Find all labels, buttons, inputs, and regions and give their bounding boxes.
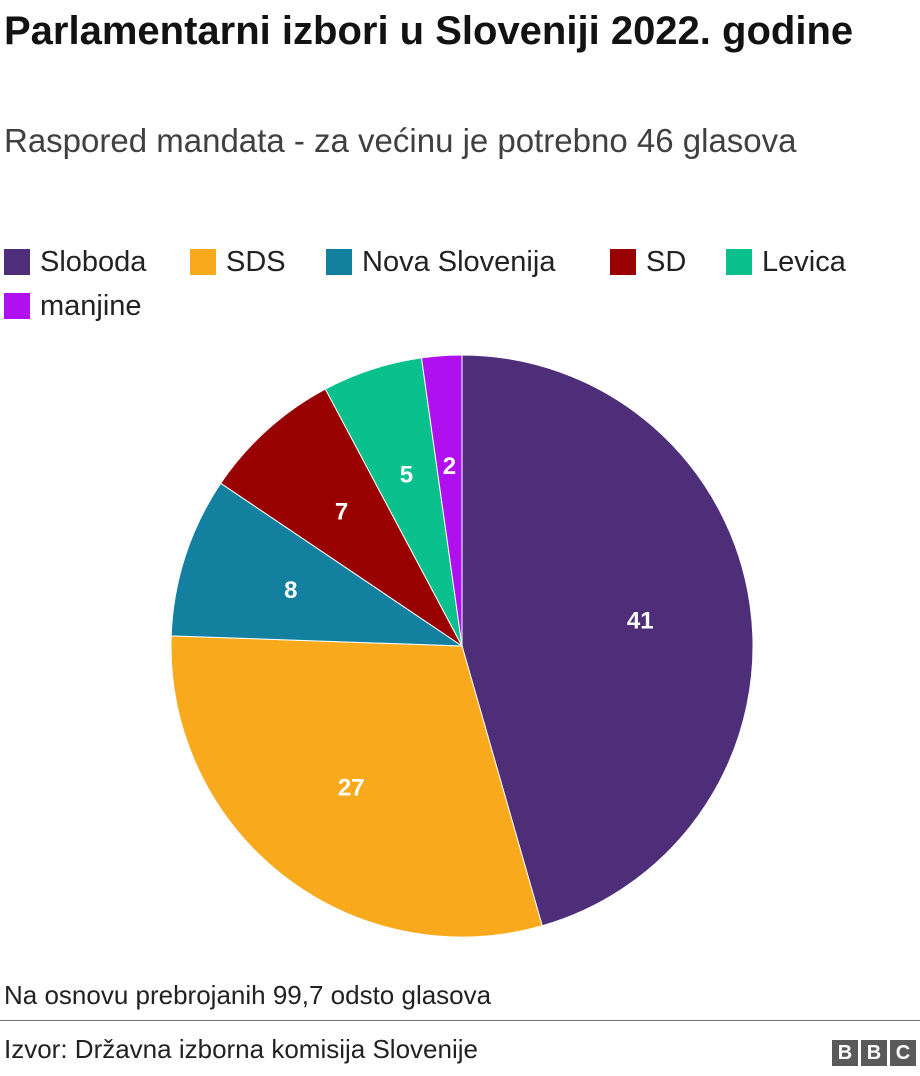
pie-slice-sloboda xyxy=(461,354,754,927)
legend-swatch-sd xyxy=(610,249,636,275)
legend-label-levica: Levica xyxy=(762,245,846,278)
pie-chart: 41 27 8 7 5 2 xyxy=(170,354,754,938)
legend-label-sloboda: Sloboda xyxy=(40,245,147,278)
legend-swatch-sds xyxy=(190,249,216,275)
chart-subtitle: Raspored mandata - za većinu je potrebno… xyxy=(4,122,797,159)
pie-slice-sds xyxy=(170,635,543,938)
footnote: Na osnovu prebrojanih 99,7 odsto glasova xyxy=(4,980,492,1010)
legend-label-manjine: manjine xyxy=(40,289,142,322)
pie-slice-nova-slovenija xyxy=(170,482,464,647)
bbc-logo-letter: B xyxy=(832,1040,858,1066)
pie-label-manjine: 2 xyxy=(443,453,456,480)
chart-title: Parlamentarni izbori u Sloveniji 2022. g… xyxy=(4,9,854,53)
legend-item-sd: SD xyxy=(610,240,686,284)
bbc-logo-letter: B xyxy=(861,1040,887,1066)
pie-slice-manjine xyxy=(420,354,463,647)
legend-swatch-manjine xyxy=(4,293,30,319)
bbc-logo: B B C xyxy=(832,1040,916,1066)
pie-label-levica: 5 xyxy=(400,461,413,488)
legend-label-sds: SDS xyxy=(226,245,286,278)
pie-label-nova-slovenija: 8 xyxy=(284,577,297,604)
legend-label-nova-slovenija: Nova Slovenija xyxy=(362,245,556,278)
source-text: Izvor: Državna izborna komisija Slovenij… xyxy=(4,1034,478,1064)
pie-slice-sd xyxy=(220,388,463,647)
footer-divider xyxy=(0,1020,920,1021)
legend-swatch-levica xyxy=(726,249,752,275)
pie-slices xyxy=(170,354,754,938)
pie-label-sloboda: 41 xyxy=(627,607,654,634)
legend-item-nova-slovenija: Nova Slovenija xyxy=(326,240,555,284)
pie-label-sd: 7 xyxy=(335,499,348,526)
legend-item-levica: Levica xyxy=(726,240,846,284)
legend-swatch-nova-slovenija xyxy=(326,249,352,275)
pie-label-sds: 27 xyxy=(338,774,365,801)
legend-item-sds: SDS xyxy=(190,240,286,284)
bbc-logo-letter: C xyxy=(890,1040,916,1066)
legend-label-sd: SD xyxy=(646,245,687,278)
pie-slice-labels: 41 27 8 7 5 2 xyxy=(284,453,653,801)
legend-swatch-sloboda xyxy=(4,249,30,275)
legend-item-sloboda: Sloboda xyxy=(4,240,146,284)
legend-item-manjine: manjine xyxy=(4,284,142,328)
